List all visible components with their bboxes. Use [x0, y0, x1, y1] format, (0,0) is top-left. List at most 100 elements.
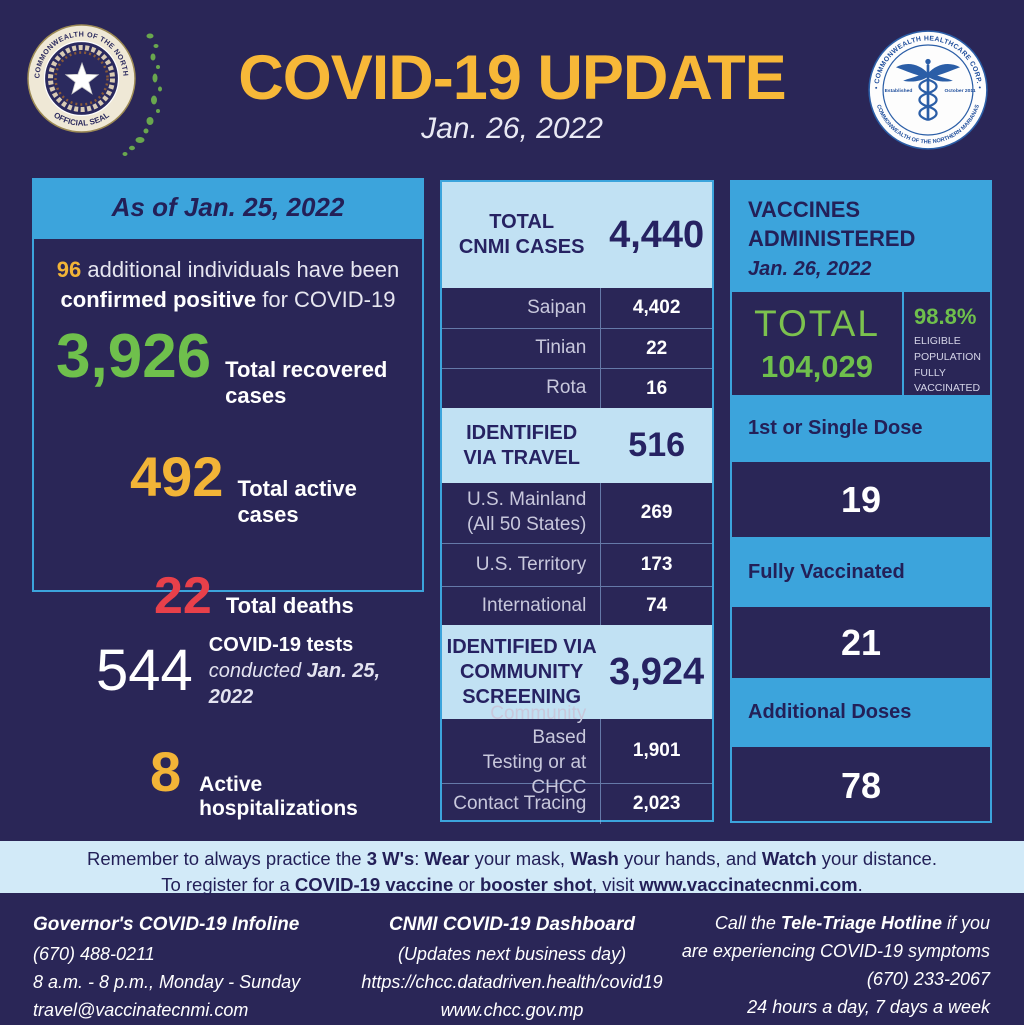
dashboard-note: (Updates next business day) — [397, 944, 627, 965]
case-row-us-mainland: U.S. Mainland (All 50 States) 269 — [442, 483, 712, 543]
additional-doses-band: Additional Doses — [732, 678, 990, 747]
recovered-cases-label: Total recovered cases — [225, 357, 388, 409]
hotline-name: Tele-Triage Hotline — [780, 913, 942, 933]
vaccination-percent-label: ELIGIBLE POPULATION FULLY VACCINATED — [914, 335, 981, 395]
active-cases-label: Total active cases — [237, 476, 357, 528]
hospitalizations-stat: 8 Active hospitalizations — [150, 744, 424, 821]
three-ws-banner: Remember to always practice the 3 W's: W… — [0, 841, 1024, 895]
active-cases-value: 492 — [130, 445, 224, 509]
dashboard-block: CNMI COVID-19 Dashboard (Updates next bu… — [342, 910, 682, 1025]
row-value: 16 — [646, 377, 668, 399]
hospitalizations-label: Active hospitalizations — [199, 773, 358, 820]
daily-summary-panel: 96 additional individuals have been conf… — [32, 237, 424, 622]
confirmed-positive-text: confirmed positive — [60, 286, 257, 312]
case-row-saipan: Saipan 4,402 — [442, 288, 712, 328]
case-row-rota: Rota 16 — [442, 368, 712, 408]
vaccine-text: COVID-19 vaccine — [294, 874, 454, 896]
additional-doses-value: 78 — [840, 765, 882, 806]
banner-text: : — [414, 848, 425, 869]
vaccines-title-line1: VACCINES — [748, 197, 861, 222]
travel-cases-value: 516 — [628, 426, 686, 464]
row-label: Rota — [442, 369, 602, 408]
case-row-us-territory: U.S. Territory 173 — [442, 543, 712, 586]
vaccines-total-label: TOTAL — [754, 302, 880, 344]
banner-text: your mask, — [469, 848, 571, 869]
watch-text: Watch — [761, 848, 817, 869]
vaccines-date: Jan. 26, 2022 — [748, 258, 872, 281]
header-date: Jan. 26, 2022 — [421, 112, 603, 145]
first-dose-band: 1st or Single Dose — [732, 395, 990, 462]
banner-text: your hands, and — [618, 848, 762, 869]
tests-stat: 544 COVID-19 tests conducted Jan. 25, 20… — [96, 632, 424, 710]
seal-wreath-outer — [48, 45, 115, 112]
recovered-cases-stat: 3,926 Total recovered cases — [56, 326, 422, 409]
hotline-text: if you — [941, 913, 990, 933]
vaccines-header: VACCINES ADMINISTERED Jan. 26, 2022 — [732, 182, 990, 292]
hotline-hours: 24 hours a day, 7 days a week — [747, 996, 990, 1017]
banner-text: To register for a — [161, 874, 295, 896]
islands-graphic — [122, 33, 162, 156]
chcc-url: www.chcc.gov.mp — [440, 1000, 584, 1021]
chcc-established-label: Established — [885, 88, 913, 94]
row-label: U.S. Territory — [442, 544, 602, 586]
active-cases-stat: 492 Total active cases — [130, 449, 422, 528]
seal-wreath-inner — [54, 51, 109, 106]
vaccination-percent: 98.8% — [914, 304, 977, 329]
first-dose-value: 19 — [840, 478, 882, 520]
travel-cases-label: IDENTIFIED VIA TRAVEL — [463, 421, 580, 469]
vaccines-title-line2: ADMINISTERED — [748, 225, 916, 251]
community-screening-header: IDENTIFIED VIA COMMUNITY SCREENING 3,924 — [442, 625, 712, 719]
infoline-block: Governor's COVID-19 Infoline (670) 488-0… — [33, 910, 393, 1025]
banner-line1: Remember to always practice the 3 W's: W… — [0, 846, 1024, 872]
chcc-logo: • COMMONWEALTH HEALTHCARE CORP. • COMMON… — [868, 30, 988, 150]
tests-date: Jan. 25, 2022 — [208, 660, 381, 708]
page-title: COVID-19 UPDATE — [238, 43, 786, 113]
banner-text: . — [857, 874, 863, 896]
booster-text: booster shot — [479, 874, 593, 896]
vaccines-total-value: 104,029 — [760, 348, 874, 384]
cases-table: TOTAL CNMI CASES 4,440 Saipan 4,402 Tini… — [440, 180, 714, 824]
travel-cases-header: IDENTIFIED VIA TRAVEL 516 — [442, 408, 712, 483]
chcc-established-date: October 2011 — [945, 88, 976, 94]
fully-vaccinated-band: Fully Vaccinated — [732, 537, 990, 607]
banner-text: Remember to always practice the — [87, 848, 367, 869]
deaths-value: 22 — [154, 567, 212, 626]
row-value: 74 — [646, 595, 668, 616]
tests-conducted-text: conducted — [208, 660, 302, 682]
three-ws-text: 3 W's — [366, 848, 415, 869]
tests-block: 544 COVID-19 tests conducted Jan. 25, 20… — [32, 632, 424, 821]
community-screening-label: IDENTIFIED VIA COMMUNITY SCREENING — [446, 635, 597, 708]
infoline-title: Governor's COVID-19 Infoline — [33, 914, 300, 935]
deaths-label: Total deaths — [225, 593, 354, 619]
hotline-statement: Call the Tele-Triage Hotline if you are e… — [660, 910, 990, 966]
case-row-international: International 74 — [442, 586, 712, 625]
vaccinate-url: www.vaccinatecnmi.com — [639, 874, 858, 896]
chcc-inner-circle — [882, 44, 974, 136]
fully-vaccinated-value: 21 — [840, 621, 882, 663]
infoline-phone: (670) 488-0211 — [33, 944, 155, 965]
dashboard-url: https://chcc.datadriven.health/covid19 — [361, 972, 663, 993]
row-label: Saipan — [442, 288, 602, 328]
banner-text: or — [453, 874, 480, 896]
tests-label: COVID-19 tests — [208, 634, 354, 656]
vaccines-total-block: TOTAL 104,029 98.8% ELIGIBLE POPULATION … — [732, 292, 990, 395]
row-label: Community Based Testing or at CHCC — [442, 703, 602, 798]
new-cases-text-end: for COVID-19 — [256, 286, 396, 312]
infoline-email: travel@vaccinatecnmi.com — [33, 1000, 249, 1021]
new-cases-count: 96 — [56, 257, 82, 282]
banner-line2: To register for a COVID-19 vaccine or bo… — [0, 872, 1024, 898]
row-label: International — [442, 587, 602, 625]
as-of-date-banner: As of Jan. 25, 2022 — [32, 178, 424, 237]
total-cnmi-cases-label: TOTAL CNMI CASES — [458, 211, 585, 258]
new-cases-text: additional individuals have been — [81, 257, 400, 282]
seal-star — [64, 61, 100, 95]
case-row-tinian: Tinian 22 — [442, 328, 712, 368]
row-value: 4,402 — [632, 297, 681, 318]
row-value: 2,023 — [632, 793, 681, 814]
hotline-phone: (670) 233-2067 — [866, 968, 990, 989]
row-value: 22 — [646, 337, 668, 359]
cnmi-official-seal: COMMONWEALTH OF THE NORTHERN MARIANA ISL… — [22, 14, 162, 156]
wash-text: Wash — [570, 848, 619, 869]
deaths-stat: 22 Total deaths — [154, 570, 422, 622]
row-label: U.S. Mainland (All 50 States) — [442, 483, 602, 543]
